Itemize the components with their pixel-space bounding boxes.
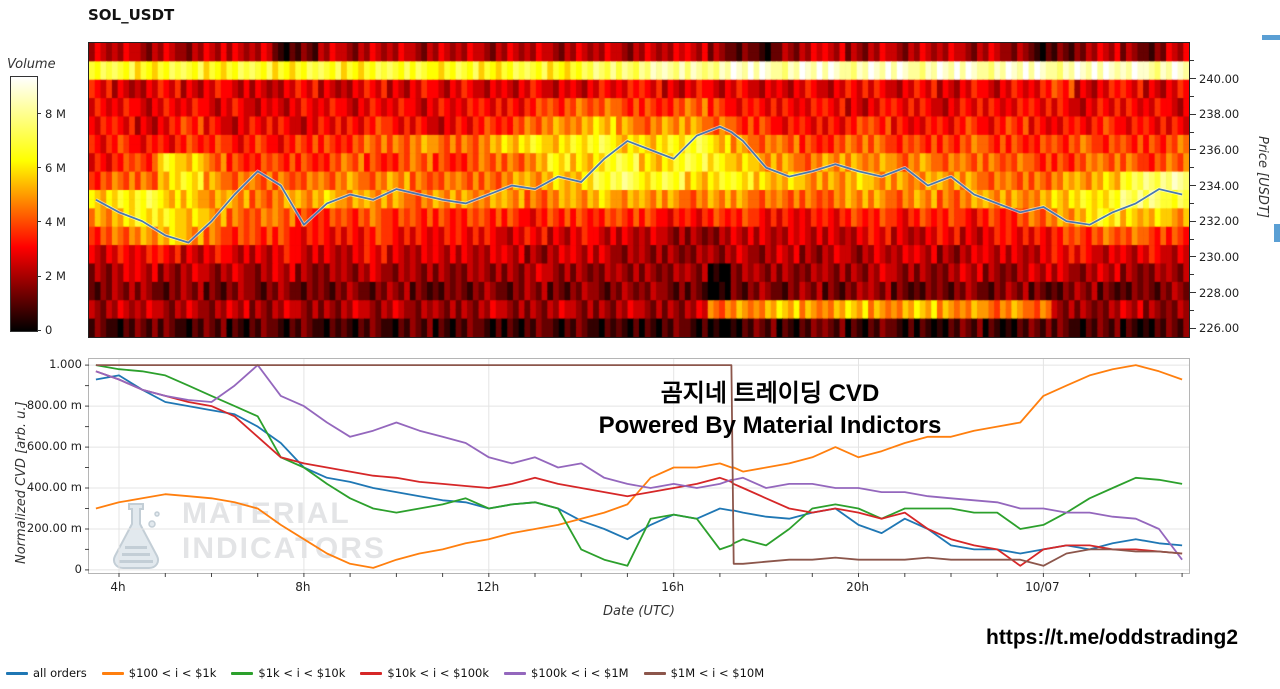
- legend-swatch: [231, 671, 254, 675]
- colorbar-tick-label: 2 M: [45, 269, 66, 283]
- legend-label: $100k < i < $1M: [531, 666, 629, 680]
- price-tick: [1190, 60, 1194, 62]
- price-tick: [1190, 149, 1196, 151]
- overlay-text: 곰지네 트레이딩 CVD Powered By Material Indicto…: [440, 378, 1100, 442]
- legend-swatch: [6, 671, 28, 675]
- legend-label: $1M < i < $10M: [670, 666, 765, 680]
- price-tick-label: 236.00: [1199, 142, 1240, 157]
- range-indicator-top[interactable]: [1262, 35, 1280, 40]
- price-tick: [1190, 292, 1196, 293]
- cvd-series-line: [95, 364, 1183, 567]
- cvd-y-axis-label: Normalized CVD [arb. u.]: [14, 401, 29, 564]
- legend-swatch: [360, 671, 383, 675]
- legend: all orders $100 < i < $1k $1k < i < $10k $1…: [6, 666, 764, 680]
- cvd-series-line: [95, 364, 1183, 569]
- legend-item: $10k < i < $100k: [360, 666, 489, 680]
- cvd-y-tick-label: 600.00 m: [26, 439, 82, 454]
- price-tick: [1190, 113, 1196, 115]
- price-tick-label: 232.00: [1199, 214, 1240, 229]
- telegram-link[interactable]: https://t.me/oddstrading2: [986, 626, 1238, 649]
- cvd-x-tick-label: 8h: [295, 580, 311, 594]
- cvd-y-tick-label: 1.000: [49, 357, 82, 372]
- range-indicator-right[interactable]: [1274, 224, 1280, 242]
- cvd-y-tick-label: 800.00 m: [26, 398, 82, 413]
- price-tick: [1190, 220, 1196, 222]
- price-tick: [1190, 327, 1196, 329]
- cvd-series-line: [95, 364, 1183, 561]
- cvd-x-tick-label: 4h: [110, 580, 126, 594]
- flask-icon: [96, 496, 176, 580]
- price-line-casing: [95, 124, 1183, 245]
- price-tick: [1190, 96, 1194, 97]
- legend-item: $100k < i < $1M: [504, 666, 629, 680]
- colorbar-label: Volume: [7, 57, 56, 72]
- heatmap-canvas: [89, 43, 1189, 337]
- price-tick: [1190, 309, 1194, 311]
- watermark: MATERIAL INDICATORS: [182, 496, 386, 566]
- colorbar-tick-label: 6 M: [45, 160, 66, 175]
- legend-swatch: [504, 671, 527, 675]
- price-axis-label: Price [USDT]: [1255, 136, 1270, 218]
- cvd-x-tick-label: 12h: [476, 580, 500, 594]
- price-tick: [1190, 167, 1194, 169]
- price-tick-label: 240.00: [1199, 71, 1240, 86]
- price-tick: [1190, 238, 1194, 240]
- chart-title: SOL_USDT: [88, 6, 175, 24]
- legend-label: $1k < i < $10k: [258, 666, 346, 680]
- price-tick: [1190, 78, 1196, 80]
- cvd-y-tick-label: 0: [74, 561, 82, 576]
- price-tick: [1190, 202, 1194, 204]
- colorbar-tick: [37, 275, 41, 277]
- cvd-x-axis-label: Date (UTC): [603, 604, 675, 619]
- colorbar-tick-label: 0: [45, 323, 53, 337]
- legend-swatch: [101, 671, 124, 675]
- price-tick: [1190, 185, 1196, 186]
- volume-colorbar: [10, 76, 38, 332]
- price-tick-label: 238.00: [1199, 107, 1240, 122]
- legend-label: $100 < i < $1k: [128, 666, 217, 680]
- colorbar-tick-label: 8 M: [45, 106, 66, 121]
- cvd-chart: [85, 358, 1190, 577]
- cvd-y-tick-label: 200.00 m: [26, 521, 82, 535]
- price-tick: [1190, 131, 1194, 133]
- cvd-y-tick-label: 400.00 m: [26, 480, 82, 494]
- legend-item: $100 < i < $1k: [101, 666, 217, 680]
- price-line: [95, 125, 1183, 244]
- price-tick: [1190, 274, 1194, 276]
- colorbar-tick: [37, 221, 41, 223]
- colorbar-tick-label: 4 M: [45, 214, 66, 229]
- legend-swatch: [643, 671, 666, 675]
- price-line-layer: [95, 124, 1183, 245]
- legend-item: all orders: [6, 666, 87, 680]
- legend-item: $1M < i < $10M: [643, 666, 765, 680]
- price-tick-label: 226.00: [1199, 321, 1240, 336]
- cvd-plot: [85, 359, 1189, 577]
- cvd-series-line: [95, 370, 1183, 567]
- price-tick-label: 228.00: [1199, 285, 1240, 300]
- colorbar-tick: [37, 329, 41, 331]
- cvd-x-tick-label: 10/07: [1025, 580, 1060, 594]
- colorbar-tick: [37, 113, 41, 115]
- overlay-subtitle: Powered By Material Indictors: [598, 412, 942, 439]
- price-tick-label: 234.00: [1199, 178, 1240, 193]
- colorbar-tick: [37, 167, 41, 169]
- legend-label: $10k < i < $100k: [387, 666, 490, 680]
- cvd-x-tick-label: 20h: [846, 580, 869, 594]
- overlay-title: 곰지네 트레이딩 CVD: [660, 380, 880, 407]
- price-tick: [1190, 256, 1196, 258]
- volume-heatmap: [88, 42, 1190, 338]
- legend-item: $1k < i < $10k: [231, 666, 345, 680]
- watermark-line2: INDICATORS: [182, 532, 386, 565]
- legend-label: all orders: [33, 666, 87, 680]
- cvd-x-tick-label: 16h: [661, 580, 685, 594]
- price-tick-label: 230.00: [1199, 249, 1240, 264]
